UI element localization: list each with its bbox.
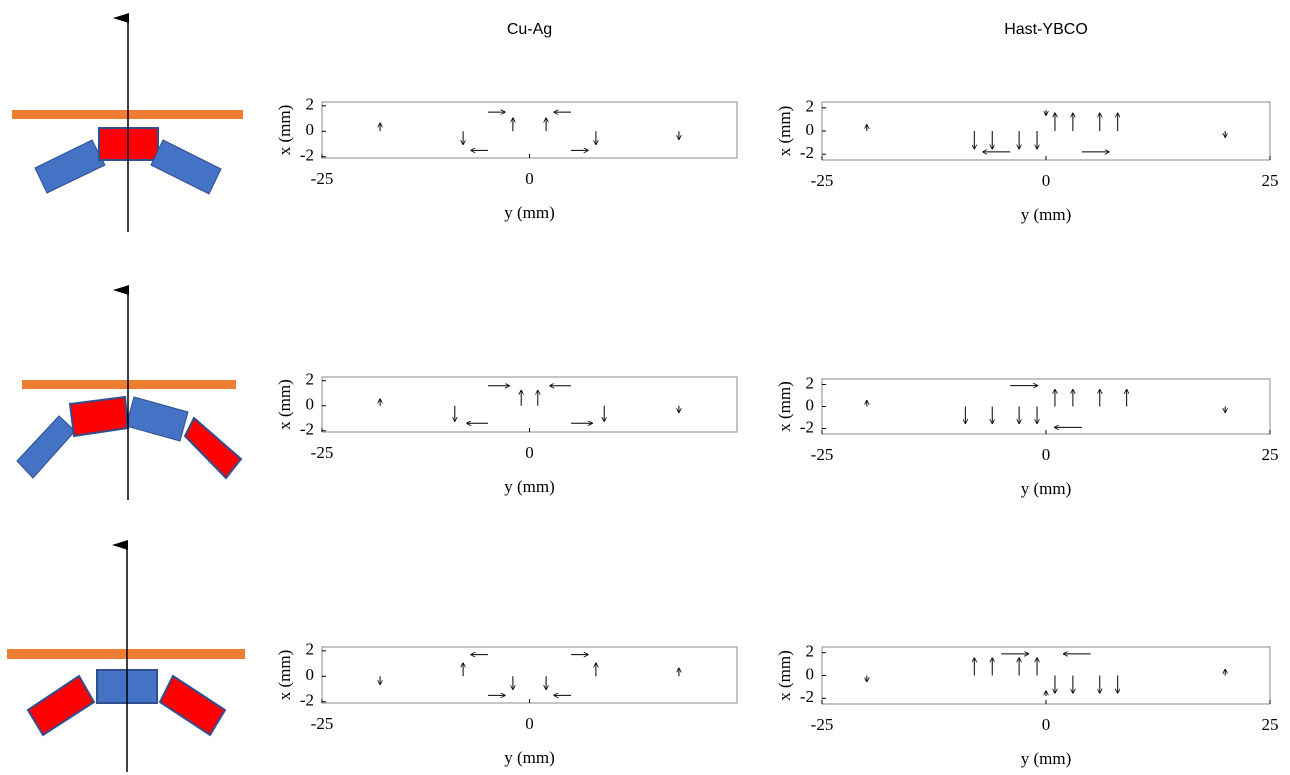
- column-title: Hast-YBCO: [1004, 21, 1088, 38]
- y-tick-label: 0: [806, 120, 815, 139]
- y-tick-label: -2: [300, 146, 314, 165]
- x-axis-label: y (mm): [1021, 205, 1072, 224]
- x-tick-label: 25: [1262, 171, 1279, 190]
- y-axis-label: x (mm): [775, 106, 794, 157]
- y-axis-label: x (mm): [775, 381, 794, 432]
- y-tick-label: 2: [306, 640, 315, 659]
- y-tick-label: -2: [300, 420, 314, 439]
- plot-box: [321, 101, 738, 159]
- y-tick-label: 0: [306, 395, 315, 414]
- plot-box: [321, 376, 738, 433]
- x-axis-label: y (mm): [504, 748, 555, 767]
- y-tick-label: 2: [306, 370, 315, 389]
- y-axis-label: x (mm): [775, 650, 794, 701]
- y-tick-label: -2: [300, 691, 314, 710]
- y-tick-label: 0: [306, 665, 315, 684]
- x-tick-label: -25: [311, 169, 334, 188]
- y-axis-label: x (mm): [275, 379, 294, 430]
- x-tick-label: 0: [1042, 715, 1051, 734]
- y-axis-label: x (mm): [275, 650, 294, 701]
- x-tick-label: 0: [525, 443, 534, 462]
- x-axis-label: y (mm): [1021, 479, 1072, 498]
- y-tick-label: 2: [806, 373, 815, 392]
- x-tick-label: 25: [1262, 445, 1279, 464]
- column-title: Cu-Ag: [507, 21, 552, 38]
- diagram-3: [7, 540, 245, 772]
- plot-box: [821, 378, 1271, 435]
- x-tick-label: 0: [525, 714, 534, 733]
- y-tick-label: 2: [306, 95, 315, 114]
- diagram-2: [16, 285, 243, 500]
- x-axis-label: y (mm): [1021, 749, 1072, 768]
- diagram-1: [12, 13, 243, 232]
- x-tick-label: -25: [811, 445, 834, 464]
- y-tick-label: 0: [306, 120, 315, 139]
- y-tick-label: -2: [800, 417, 814, 436]
- x-tick-label: 0: [1042, 445, 1051, 464]
- y-tick-label: -2: [800, 143, 814, 162]
- x-tick-label: -25: [311, 714, 334, 733]
- x-tick-label: 0: [1042, 171, 1051, 190]
- x-tick-label: -25: [311, 443, 334, 462]
- x-tick-label: 25: [1262, 715, 1279, 734]
- x-tick-label: 0: [525, 169, 534, 188]
- y-tick-label: -2: [800, 687, 814, 706]
- x-axis-label: y (mm): [504, 477, 555, 496]
- y-tick-label: 2: [806, 97, 815, 116]
- y-tick-label: 0: [806, 664, 815, 683]
- plot-box: [321, 646, 738, 704]
- y-axis-label: x (mm): [275, 105, 294, 156]
- y-tick-label: 2: [806, 642, 815, 661]
- x-tick-label: -25: [811, 715, 834, 734]
- x-tick-label: -25: [811, 171, 834, 190]
- x-axis-label: y (mm): [504, 203, 555, 222]
- y-tick-label: 0: [806, 395, 815, 414]
